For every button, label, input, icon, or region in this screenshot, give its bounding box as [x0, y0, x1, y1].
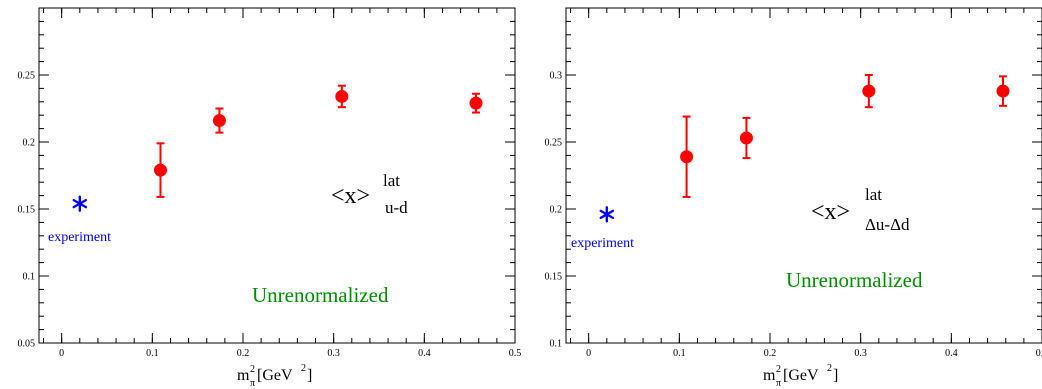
right-x-tick-label: 0.1 — [673, 348, 686, 359]
left-xlabel-unit-close: ] — [307, 367, 312, 384]
left-x-tick-label: 0.2 — [237, 348, 250, 359]
left-observable-main: <x> — [331, 183, 370, 209]
left-x-tick-label: 0.3 — [327, 348, 340, 359]
left-point-marker — [335, 89, 349, 103]
right-data-point — [862, 74, 876, 109]
left-y-tick-label: 0.1 — [23, 272, 36, 283]
right-y-tick-label: 0.25 — [545, 138, 563, 149]
right-data-point — [739, 116, 753, 160]
right-ticks: 0.1 0.15 0.2 0.25 0.3 0 0.1 0.2 0.3 0.4 0.5 — [545, 7, 1042, 359]
right-experiment-asterisk-icon — [599, 206, 615, 223]
right-data-point — [996, 75, 1010, 107]
right-unrenormalized-label: Unrenormalized — [786, 268, 923, 292]
left-data-marks — [72, 84, 483, 212]
left-x-tick-label: 0.5 — [509, 348, 522, 359]
left-x-tick-label: 0.4 — [418, 348, 431, 359]
left-y-tick-label: 0.05 — [18, 339, 36, 350]
right-xlabel-sup: 2 — [776, 364, 781, 375]
right-point-marker — [996, 84, 1010, 98]
right-xlabel-unit-close: ] — [833, 367, 838, 384]
left-x-axis-label: m 2 π [GeV 2 ] — [237, 363, 312, 389]
left-plot-frame — [38, 7, 516, 344]
right-x-tick-label: 0.4 — [945, 348, 958, 359]
left-ticks: 0.05 0.1 0.15 0.2 0.25 0 0.1 0.2 0.3 0.4 0.5 — [18, 7, 522, 359]
left-data-point — [212, 107, 226, 134]
right-y-tick-label: 0.15 — [545, 272, 563, 283]
right-y-tick-label: 0.1 — [550, 339, 563, 350]
right-point-marker — [862, 84, 876, 98]
left-data-point — [469, 92, 483, 114]
right-xlabel-unit-sup: 2 — [827, 363, 832, 374]
left-xlabel-sup: 2 — [250, 364, 255, 375]
right-observable-main: <x> — [811, 199, 850, 225]
left-observable-sub: u-d — [385, 198, 408, 217]
right-xlabel-base: m — [763, 367, 776, 384]
left-observable-sup: lat — [383, 171, 400, 190]
right-x-tick-label: 0.3 — [854, 348, 867, 359]
left-y-tick-label: 0.2 — [23, 138, 36, 149]
left-xlabel-sub: π — [250, 378, 255, 389]
left-y-tick-label: 0.15 — [18, 205, 36, 216]
right-x-axis-label: m 2 π [GeV 2 ] — [763, 363, 838, 389]
right-observable-sub: Δu-Δd — [865, 215, 910, 234]
left-data-point — [335, 84, 349, 109]
left-asterisk-stroke — [72, 198, 88, 209]
right-y-tick-label: 0.2 — [550, 205, 563, 216]
right-plot-frame — [565, 7, 1042, 344]
left-unrenormalized-label: Unrenormalized — [252, 283, 389, 307]
chart-left: 0.05 0.1 0.15 0.2 0.25 0 0.1 0.2 0.3 0.4 0.5 exper… — [18, 7, 522, 389]
left-point-marker — [212, 114, 226, 128]
left-point-marker — [469, 96, 483, 110]
right-data-point — [680, 115, 694, 198]
left-point-marker — [153, 163, 167, 177]
left-x-tick-label: 0 — [59, 348, 64, 359]
right-y-tick-label: 0.3 — [550, 71, 563, 82]
right-x-tick-label: 0.5 — [1036, 348, 1042, 359]
right-observable-sup: lat — [865, 185, 882, 204]
left-x-tick-label: 0.1 — [146, 348, 159, 359]
left-y-tick-label: 0.25 — [18, 71, 36, 82]
left-xlabel-unit-open: [GeV — [257, 367, 293, 384]
right-experiment-label: experiment — [571, 236, 634, 251]
left-data-point — [153, 142, 167, 198]
right-asterisk-stroke — [599, 209, 615, 220]
right-data-marks — [599, 74, 1010, 223]
right-x-tick-label: 0 — [586, 348, 591, 359]
right-point-marker — [739, 131, 753, 145]
right-x-tick-label: 0.2 — [764, 348, 777, 359]
left-experiment-label: experiment — [48, 230, 111, 245]
chart-right: 0.1 0.15 0.2 0.25 0.3 0 0.1 0.2 0.3 0.4 0.5 experi… — [545, 7, 1042, 389]
left-xlabel-unit-sup: 2 — [301, 363, 306, 374]
right-xlabel-sub: π — [776, 378, 781, 389]
left-experiment-asterisk-icon — [72, 195, 88, 212]
right-point-marker — [680, 150, 694, 164]
left-xlabel-base: m — [237, 367, 250, 384]
right-xlabel-unit-open: [GeV — [783, 367, 819, 384]
